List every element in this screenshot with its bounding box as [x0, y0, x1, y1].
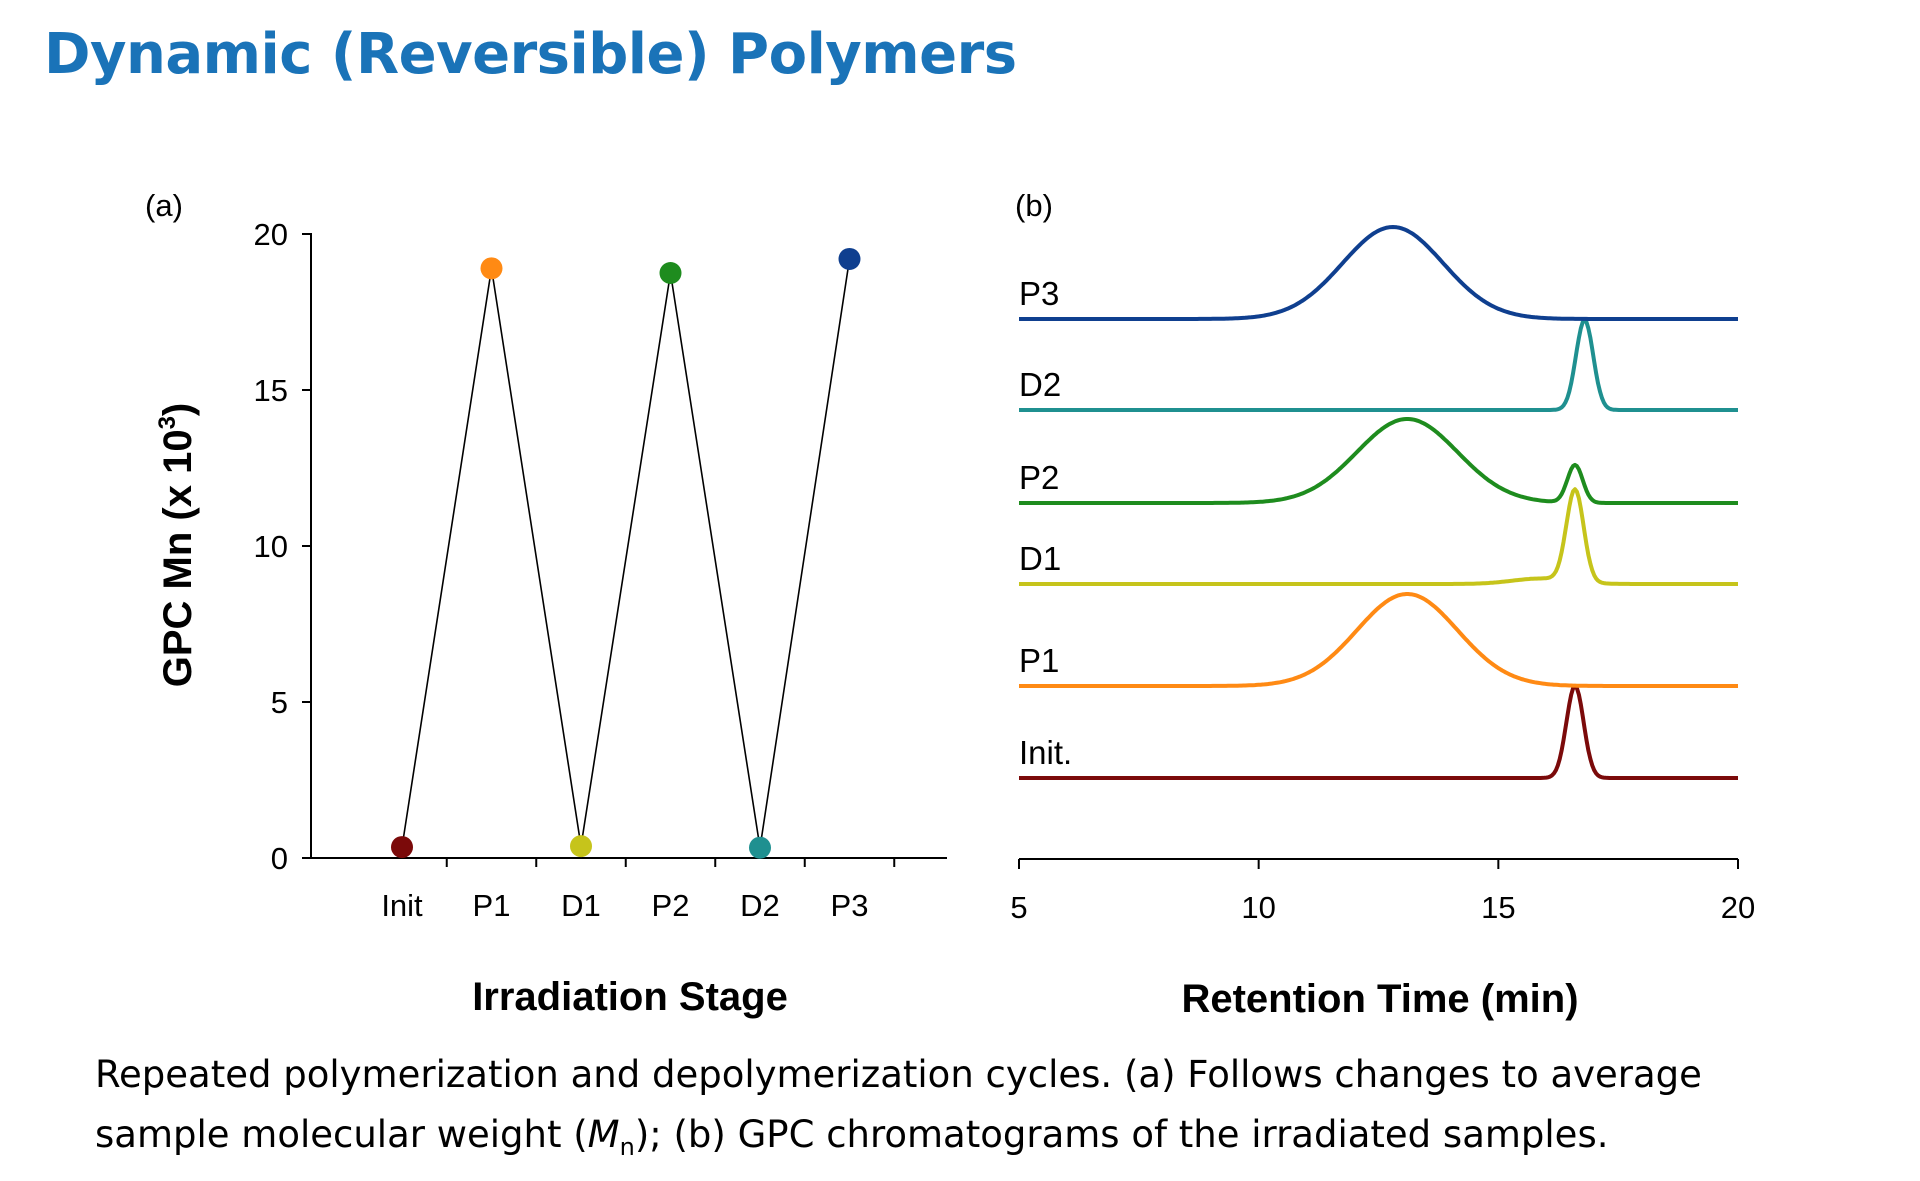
caption-line-2-post: ); (b) GPC chromatograms of the irradiat… [634, 1113, 1609, 1156]
panel-a-point-d1 [570, 835, 592, 858]
panel-b-trace-label-p3: P3 [1019, 275, 1059, 312]
panel-a-point-init [391, 836, 413, 859]
panel-a-y-axis-label: GPC Mn (x 103) [154, 403, 200, 688]
panel-b-trace-d2 [1018, 318, 1739, 412]
panel-a-point-p1 [480, 257, 503, 280]
panel-a-label: (a) [145, 188, 183, 223]
panel-b-x-axis-label: Retention Time (min) [1181, 977, 1578, 1021]
panel-a-x-tick-label: P1 [473, 888, 511, 923]
panel-a-y-tick-label: 20 [254, 217, 288, 252]
panel-b-trace-label-p1: P1 [1019, 642, 1059, 679]
panel-b-x-tick-label: 20 [1721, 890, 1755, 925]
slide-title: Dynamic (Reversible) Polymers [44, 22, 1017, 87]
caption-line-2-pre: sample molecular weight ( [95, 1113, 588, 1156]
panel-b-trace-label-p2: P2 [1019, 459, 1059, 496]
panel-a-x-tick-label: Init [381, 888, 423, 923]
caption: Repeated polymerization and depolymeriza… [95, 1045, 1875, 1177]
panel-b-trace-p2 [1018, 417, 1739, 505]
panel-a-x-tick-label: P2 [652, 888, 690, 923]
panel-a-point-p3 [838, 247, 861, 270]
caption-mn-symbol: M [587, 1113, 620, 1156]
panel-b-trace-init [1018, 684, 1739, 780]
panel-a-series-line [401, 258, 851, 848]
panel-b-x-tick-label: 15 [1481, 890, 1515, 925]
panel-b-label: (b) [1015, 188, 1053, 223]
caption-mn-subscript: n [619, 1133, 635, 1161]
panel-a-x-tick-label: D1 [561, 888, 601, 923]
panel-a-x-tick-label: D2 [740, 888, 780, 923]
panel-a-y-axis-label-end: ) [156, 403, 200, 416]
panel-b-x-tick-label: 10 [1241, 890, 1275, 925]
caption-line-2: sample molecular weight (Mn); (b) GPC ch… [95, 1105, 1875, 1177]
panel-b-trace-p3 [1018, 225, 1739, 321]
panel-b-trace-label-d2: D2 [1019, 366, 1061, 403]
panel-a-y-tick-label: 10 [254, 529, 288, 564]
panel-a-y-axis-label-main: GPC Mn (x 10 [156, 429, 200, 687]
figure: (a) 0 5 10 15 20 Init P1 D1 P2 D2 P3 Irradiation Sta… [145, 188, 1755, 1021]
panel-a-point-p2 [659, 262, 682, 284]
panel-b-trace-p1 [1018, 592, 1739, 688]
panel-a-y-tick-label: 15 [254, 373, 288, 408]
panel-a-y-tick-label: 5 [271, 685, 288, 720]
caption-line-1: Repeated polymerization and depolymeriza… [95, 1053, 1702, 1096]
panel-b-trace-d1 [1018, 487, 1739, 586]
panel-a-x-tick-label: P3 [831, 888, 869, 923]
panel-a-x-axis-label: Irradiation Stage [472, 975, 788, 1019]
panel-b-x-tick-label: 5 [1010, 890, 1027, 925]
panel-b-trace-label-init: Init. [1019, 734, 1072, 771]
panel-a-y-axis-label-sup: 3 [154, 416, 181, 429]
panel-a-point-d2 [749, 836, 771, 859]
panel-a-y-tick-label: 0 [271, 841, 288, 876]
panel-b-trace-label-d1: D1 [1019, 540, 1061, 577]
